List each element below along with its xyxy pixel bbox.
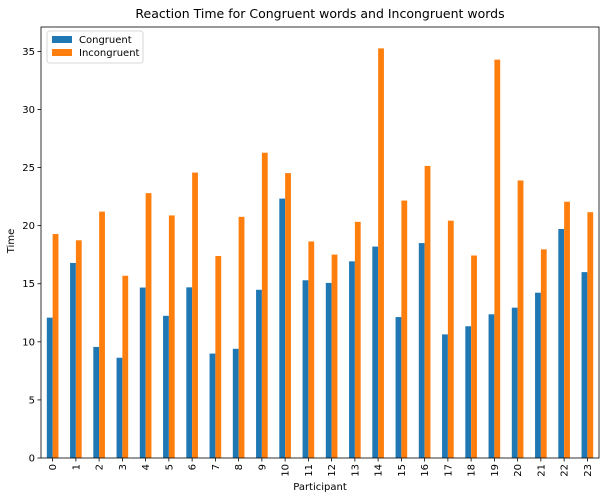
bar-congruent-16	[418, 243, 425, 458]
x-tick-label: 17	[443, 464, 454, 477]
x-tick-label: 15	[397, 464, 408, 477]
bar-incongruent-16	[424, 165, 431, 458]
x-tick-label: 14	[374, 464, 385, 477]
x-tick-label: 0	[48, 464, 59, 470]
y-tick-label: 35	[22, 47, 35, 58]
x-tick-label: 10	[281, 464, 292, 477]
bar-incongruent-22	[564, 201, 570, 458]
bar-incongruent-7	[215, 255, 222, 458]
ticks-layer: 0 1 2 3 4 5 6 7 8 9 10 11 12 13 14 15 16 17 18 19 20 21 22 2305…	[22, 47, 594, 477]
x-tick-label: 3	[118, 464, 129, 470]
bar-congruent-14	[372, 246, 379, 458]
legend-label-incongruent: Incongruent	[79, 48, 140, 59]
bar-congruent-5	[163, 315, 169, 458]
legend-label-congruent: Congruent	[79, 35, 132, 46]
plot-frame	[40, 26, 600, 459]
x-tick-label: 16	[420, 464, 431, 477]
bar-incongruent-8	[238, 216, 245, 458]
chart-title: Reaction Time for Congruent words and In…	[135, 6, 504, 21]
bar-congruent-6	[186, 287, 193, 458]
bar-congruent-8	[232, 348, 239, 458]
bar-congruent-2	[93, 346, 100, 458]
bar-incongruent-21	[540, 249, 547, 458]
bar-incongruent-18	[471, 255, 477, 458]
x-tick-label: 8	[234, 464, 245, 470]
bar-congruent-1	[70, 262, 76, 458]
x-tick-label: 19	[490, 464, 501, 477]
y-tick-label: 5	[29, 395, 35, 406]
axes-layer	[40, 26, 600, 459]
bar-congruent-7	[209, 353, 216, 458]
bar-incongruent-5	[168, 215, 175, 458]
y-tick-label: 30	[22, 105, 35, 116]
bar-congruent-9	[256, 289, 262, 458]
bar-incongruent-19	[494, 59, 501, 458]
bar-congruent-3	[116, 357, 123, 458]
x-tick-label: 1	[71, 464, 82, 470]
bar-congruent-21	[535, 292, 541, 458]
bar-incongruent-9	[261, 152, 268, 458]
bar-congruent-10	[279, 198, 286, 458]
bar-congruent-18	[465, 326, 472, 458]
y-tick-label: 0	[29, 454, 35, 465]
bar-congruent-19	[488, 314, 495, 458]
x-tick-label: 7	[211, 464, 222, 470]
x-tick-label: 2	[95, 464, 106, 470]
bar-incongruent-20	[517, 180, 524, 458]
bar-congruent-23	[581, 272, 588, 458]
bar-incongruent-13	[354, 221, 361, 458]
legend: Congruent Incongruent	[46, 30, 144, 64]
bar-congruent-11	[302, 280, 309, 458]
x-tick-label: 5	[164, 464, 175, 470]
x-tick-label: 9	[257, 464, 268, 470]
legend-swatch-incongruent	[52, 49, 72, 56]
bar-incongruent-4	[145, 193, 152, 458]
x-tick-label: 18	[467, 464, 478, 477]
bar-incongruent-17	[447, 220, 454, 458]
bar-incongruent-12	[331, 254, 338, 458]
y-tick-label: 15	[22, 279, 35, 290]
legend-swatch-congruent	[52, 36, 72, 43]
bar-congruent-4	[139, 287, 146, 458]
bar-congruent-0	[46, 317, 53, 458]
x-tick-label: 23	[583, 464, 594, 477]
bar-congruent-13	[349, 261, 355, 458]
bar-incongruent-14	[378, 48, 384, 458]
y-tick-label: 20	[22, 221, 35, 232]
x-tick-label: 20	[513, 464, 524, 477]
x-tick-label: 12	[327, 464, 338, 477]
bar-incongruent-10	[285, 173, 291, 458]
bar-incongruent-3	[122, 275, 129, 458]
y-axis-label: Time	[6, 229, 17, 254]
x-tick-label: 21	[536, 464, 547, 477]
bar-incongruent-6	[192, 172, 198, 458]
x-axis-label: Participant	[293, 482, 347, 493]
bar-incongruent-1	[75, 240, 82, 458]
bar-incongruent-0	[52, 234, 59, 458]
x-tick-label: 4	[141, 464, 152, 470]
bar-congruent-22	[558, 229, 565, 458]
bar-incongruent-23	[587, 212, 594, 458]
x-tick-label: 6	[188, 464, 199, 470]
bar-incongruent-15	[401, 200, 408, 458]
x-tick-label: 11	[304, 464, 315, 477]
bars-layer	[46, 48, 594, 458]
bar-congruent-20	[511, 307, 518, 458]
x-tick-label: 13	[350, 464, 361, 477]
bar-incongruent-11	[308, 241, 315, 458]
bar-congruent-12	[325, 282, 332, 458]
bar-incongruent-2	[99, 211, 105, 458]
y-tick-label: 10	[22, 337, 35, 348]
y-tick-label: 25	[22, 163, 35, 174]
x-tick-label: 22	[560, 464, 571, 477]
bar-congruent-17	[442, 334, 448, 458]
bar-congruent-15	[395, 317, 402, 458]
